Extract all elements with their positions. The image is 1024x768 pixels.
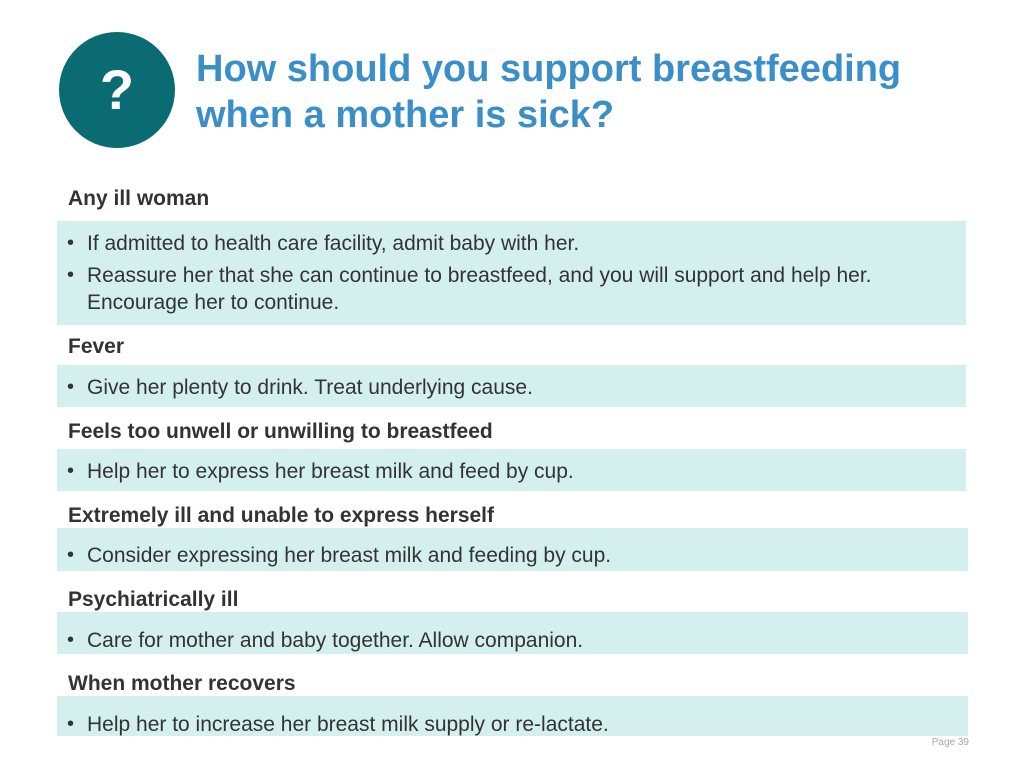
- section-heading-any-ill-woman: Any ill woman: [68, 187, 210, 210]
- bullet-item: Reassure her that she can continue to br…: [67, 262, 942, 316]
- bullet-item: Consider expressing her breast milk and …: [67, 542, 944, 569]
- section-band-any-ill-woman: If admitted to health care facility, adm…: [57, 221, 966, 325]
- section-band-fever: Give her plenty to drink. Treat underlyi…: [57, 365, 966, 407]
- section-heading-when-mother-recovers: When mother recovers: [68, 672, 296, 695]
- section-band-extremely-ill: Consider expressing her breast milk and …: [57, 528, 968, 571]
- bullet-item: Care for mother and baby together. Allow…: [67, 627, 944, 654]
- bullet-list: If admitted to health care facility, adm…: [67, 230, 942, 316]
- bullet-list: Consider expressing her breast milk and …: [67, 542, 944, 569]
- bullet-item: Help her to express her breast milk and …: [67, 458, 942, 485]
- section-heading-extremely-ill: Extremely ill and unable to express hers…: [68, 504, 494, 527]
- section-band-when-mother-recovers: Help her to increase her breast milk sup…: [57, 696, 968, 738]
- page-number: Page 39: [931, 737, 969, 748]
- section-band-feels-too-unwell: Help her to express her breast milk and …: [57, 449, 966, 491]
- bullet-list: Give her plenty to drink. Treat underlyi…: [67, 374, 942, 401]
- bullet-item: If admitted to health care facility, adm…: [67, 230, 942, 257]
- bullet-item: Give her plenty to drink. Treat underlyi…: [67, 374, 942, 401]
- bullet-list: Help her to increase her breast milk sup…: [67, 711, 944, 738]
- bullet-list: Care for mother and baby together. Allow…: [67, 627, 944, 654]
- bullet-list: Help her to express her breast milk and …: [67, 458, 942, 485]
- question-mark-icon: ?: [99, 58, 135, 121]
- section-heading-fever: Fever: [68, 335, 125, 358]
- question-mark-badge: ?: [59, 32, 175, 148]
- section-heading-feels-too-unwell: Feels too unwell or unwilling to breastf…: [68, 420, 493, 443]
- bullet-item: Help her to increase her breast milk sup…: [67, 711, 944, 738]
- section-heading-psychiatrically-ill: Psychiatrically ill: [68, 588, 239, 611]
- section-band-psychiatrically-ill: Care for mother and baby together. Allow…: [57, 612, 968, 654]
- page-title: How should you support breastfeeding whe…: [196, 48, 902, 136]
